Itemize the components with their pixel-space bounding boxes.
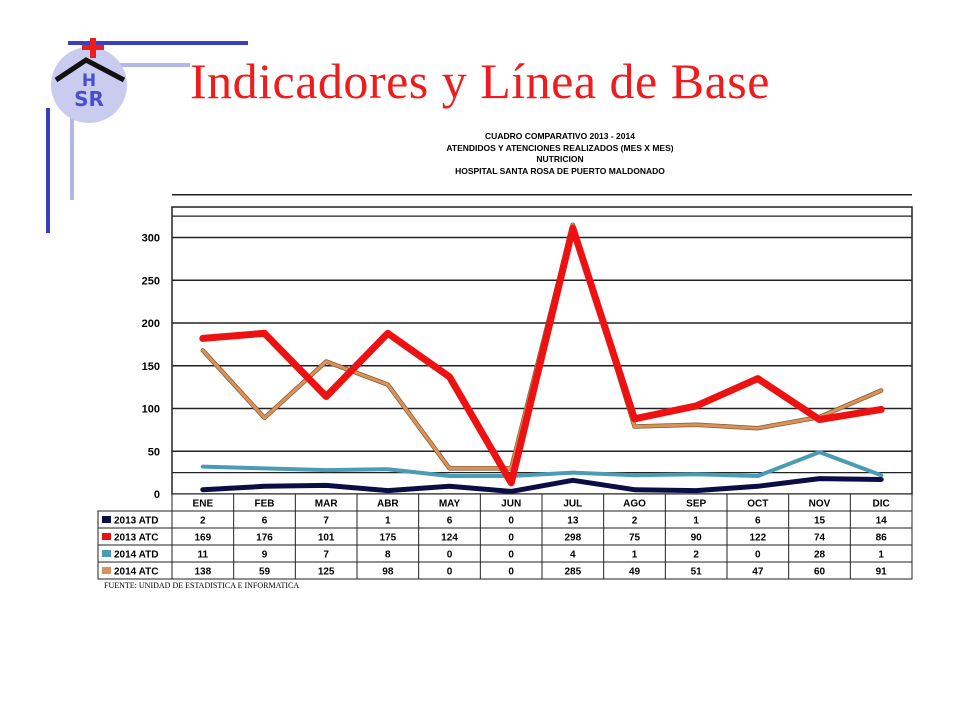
x-tick-label: SEP [686, 499, 706, 510]
x-tick-label: JUL [563, 499, 582, 510]
table-row [97, 544, 913, 563]
accent-bar-top-light [90, 63, 190, 67]
data-label: 2 [632, 516, 638, 527]
chart-title-line-4: HOSPITAL SANTA ROSA DE PUERTO MALDONADO [455, 165, 665, 176]
table-row [97, 510, 913, 529]
x-tick-label: ABR [377, 499, 399, 510]
series-line [200, 450, 884, 478]
chart-title: CUADRO COMPARATIVO 2013 - 2014 ATENDIDOS… [360, 131, 760, 177]
legend-label: 2013 ATC [114, 533, 158, 544]
data-label: 11 [198, 550, 209, 561]
y-tick-label: 250 [142, 275, 160, 287]
legend-label: 2014 ATD [114, 550, 158, 561]
data-label: 122 [749, 533, 766, 544]
data-label: 8 [385, 550, 391, 561]
x-tick-label: NOV [809, 499, 831, 510]
data-label: 74 [814, 533, 826, 544]
x-tick-label: JUN [501, 499, 521, 510]
data-label: 124 [441, 533, 458, 544]
x-tick-label: FEB [255, 499, 275, 510]
data-label: 1 [632, 550, 638, 561]
y-tick-label: 200 [142, 318, 160, 330]
y-tick-label: 0 [154, 489, 160, 501]
chart-title-line-2: ATENDIDOS Y ATENCIONES REALIZADOS (MES X… [446, 142, 674, 153]
accent-bar-left [46, 108, 50, 233]
chart-title-line-3: NUTRICION [536, 154, 584, 164]
x-tick-label: AGO [623, 499, 646, 510]
data-label: 0 [508, 567, 514, 578]
data-label: 51 [691, 567, 703, 578]
data-label: 176 [256, 533, 273, 544]
data-label: 138 [194, 567, 211, 578]
data-label: 0 [508, 550, 514, 561]
data-label: 28 [814, 550, 826, 561]
data-label: 15 [814, 516, 826, 527]
data-label: 1 [693, 516, 699, 527]
data-label: 59 [259, 567, 271, 578]
series-line [200, 476, 884, 494]
data-label: 2 [693, 550, 699, 561]
data-label: 101 [318, 533, 335, 544]
hospital-logo: H SR [51, 38, 127, 123]
table-row [97, 527, 913, 546]
data-label: 49 [629, 567, 641, 578]
legend-key [102, 533, 111, 540]
y-tick-label: 300 [142, 233, 160, 245]
data-label: 125 [318, 567, 335, 578]
data-label: 6 [447, 516, 453, 527]
x-tick-label: MAR [315, 499, 339, 510]
y-tick-label: 100 [142, 404, 160, 416]
x-tick-label: ENE [193, 499, 214, 510]
data-label: 86 [876, 533, 888, 544]
svg-text:H: H [82, 71, 96, 91]
data-label: 75 [629, 533, 641, 544]
data-label: 175 [379, 533, 396, 544]
data-label: 14 [876, 516, 888, 527]
data-label: 285 [564, 567, 581, 578]
legend-label: 2013 ATD [114, 516, 158, 527]
data-label: 7 [323, 516, 329, 527]
legend-key [102, 516, 111, 523]
data-label: 60 [814, 567, 826, 578]
data-label: 298 [564, 533, 581, 544]
table-row [97, 561, 913, 580]
data-label: 2 [200, 516, 206, 527]
data-label: 1 [385, 516, 391, 527]
y-tick-label: 150 [142, 361, 160, 373]
data-label: 0 [508, 533, 514, 544]
data-label: 1 [878, 550, 884, 561]
y-tick-label: 50 [148, 446, 160, 458]
data-label: 47 [752, 567, 764, 578]
data-label: 4 [570, 550, 576, 561]
data-label: 6 [755, 516, 761, 527]
data-label: 9 [262, 550, 268, 561]
data-label: 98 [382, 567, 394, 578]
chart-title-line-1: CUADRO COMPARATIVO 2013 - 2014 [485, 131, 635, 141]
data-label: 91 [876, 567, 888, 578]
data-label: 0 [755, 550, 761, 561]
x-tick-label: MAY [439, 499, 461, 510]
svg-text:SR: SR [74, 87, 104, 111]
data-label: 13 [567, 516, 579, 527]
series-line [199, 224, 885, 487]
x-tick-label: DIC [873, 499, 890, 510]
accent-bar-left-light [70, 100, 74, 200]
data-label: 90 [691, 533, 703, 544]
slide-title: Indicadores y Línea de Base [190, 53, 770, 109]
data-label: 0 [447, 567, 453, 578]
legend-key [102, 567, 111, 574]
legend-key [102, 550, 111, 557]
accent-bar-top [68, 41, 248, 45]
data-label: 169 [194, 533, 211, 544]
data-label: 0 [447, 550, 453, 561]
legend-label: 2014 ATC [114, 567, 158, 578]
source-note: FUENTE: UNIDAD DE ESTADISTICA E INFORMAT… [104, 581, 300, 590]
data-label: 0 [508, 516, 514, 527]
data-label: 7 [323, 550, 329, 561]
data-label: 6 [262, 516, 268, 527]
x-tick-label: OCT [747, 499, 768, 510]
